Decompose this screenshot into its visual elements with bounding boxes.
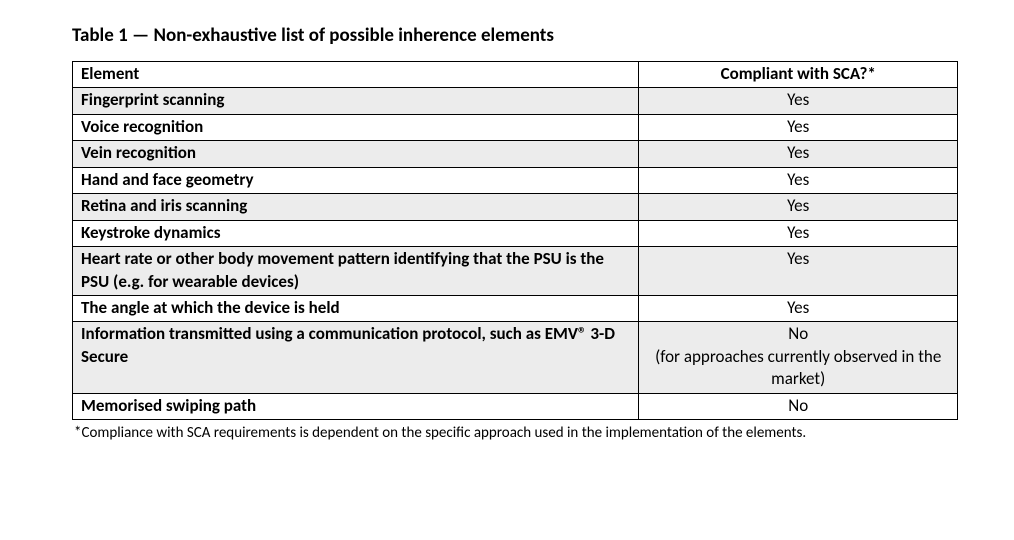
cell-compliant: Yes [639, 220, 958, 246]
cell-compliant: Yes [639, 88, 958, 114]
col-header-element: Element [73, 62, 639, 88]
col-header-compliant: Compliant with SCA?* [639, 62, 958, 88]
page: Table 1 — Non-exhaustive list of possibl… [0, 0, 1014, 540]
table-row: Hand and face geometry Yes [73, 167, 958, 193]
cell-compliant: Yes [639, 167, 958, 193]
cell-compliant: Yes [639, 295, 958, 321]
table-row: Keystroke dynamics Yes [73, 220, 958, 246]
cell-element: Vein recognition [73, 141, 639, 167]
table-caption: Table 1 — Non-exhaustive list of possibl… [72, 24, 958, 47]
cell-element: Keystroke dynamics [73, 220, 639, 246]
cell-compliant: No [639, 393, 958, 419]
cell-compliant: No(for approaches currently observed in … [639, 322, 958, 393]
table-row: Voice recognition Yes [73, 114, 958, 140]
table-row: Vein recognition Yes [73, 141, 958, 167]
inherence-table: Element Compliant with SCA?* Fingerprint… [72, 61, 958, 420]
table-footnote: *Compliance with SCA requirements is dep… [74, 424, 958, 442]
table-row: The angle at which the device is held Ye… [73, 295, 958, 321]
cell-element: Information transmitted using a communic… [73, 322, 639, 393]
cell-compliant: Yes [639, 247, 958, 296]
cell-element: Hand and face geometry [73, 167, 639, 193]
table-row: Heart rate or other body movement patter… [73, 247, 958, 296]
cell-element: Memorised swiping path [73, 393, 639, 419]
cell-compliant: Yes [639, 114, 958, 140]
cell-element: The angle at which the device is held [73, 295, 639, 321]
cell-element: Heart rate or other body movement patter… [73, 247, 639, 296]
cell-element: Fingerprint scanning [73, 88, 639, 114]
cell-element: Retina and iris scanning [73, 194, 639, 220]
cell-compliant: Yes [639, 194, 958, 220]
table-row: Memorised swiping path No [73, 393, 958, 419]
table-row: Information transmitted using a communic… [73, 322, 958, 393]
table-header-row: Element Compliant with SCA?* [73, 62, 958, 88]
table-body: Fingerprint scanning Yes Voice recogniti… [73, 88, 958, 420]
cell-compliant: Yes [639, 141, 958, 167]
table-row: Retina and iris scanning Yes [73, 194, 958, 220]
cell-element: Voice recognition [73, 114, 639, 140]
table-row: Fingerprint scanning Yes [73, 88, 958, 114]
